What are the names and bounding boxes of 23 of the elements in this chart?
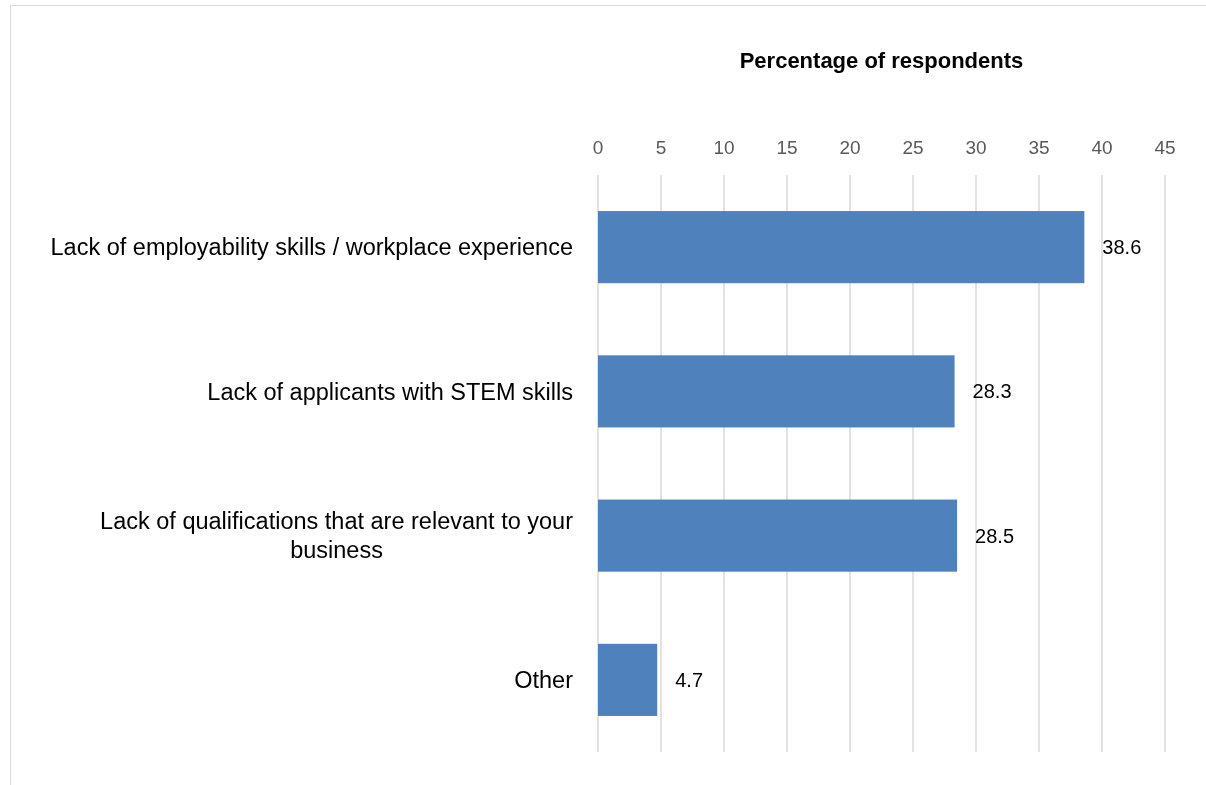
x-tick-label: 30: [965, 137, 987, 158]
x-tick-label: 10: [713, 137, 735, 158]
x-tick-label: 25: [902, 137, 924, 158]
data-label: 28.3: [972, 380, 1012, 403]
x-tick-label: 0: [592, 137, 604, 158]
x-tick-label: 15: [776, 137, 798, 158]
x-tick-label: 35: [1028, 137, 1050, 158]
data-label: 28.5: [975, 524, 1015, 547]
bar: [598, 211, 1085, 284]
x-axis-title: Percentage of respondents: [739, 48, 1024, 73]
y-tick-label: Lack of employability skills / workplace experience: [50, 234, 573, 261]
data-label: 38.6: [1102, 236, 1142, 259]
x-tick-label: 45: [1154, 137, 1176, 158]
y-tick-label: Other: [514, 667, 574, 694]
y-tick-label: Lack of applicants with STEM skills: [207, 378, 573, 405]
bar: [598, 355, 955, 428]
x-tick-label: 20: [839, 137, 861, 158]
data-label: 4.7: [675, 668, 704, 691]
bar: [598, 499, 958, 572]
bar: [598, 643, 658, 716]
y-tick-label: Lack of qualifications that are relevant to your business: [100, 508, 574, 564]
x-tick-label: 5: [655, 137, 667, 158]
x-tick-label: 40: [1091, 137, 1113, 158]
